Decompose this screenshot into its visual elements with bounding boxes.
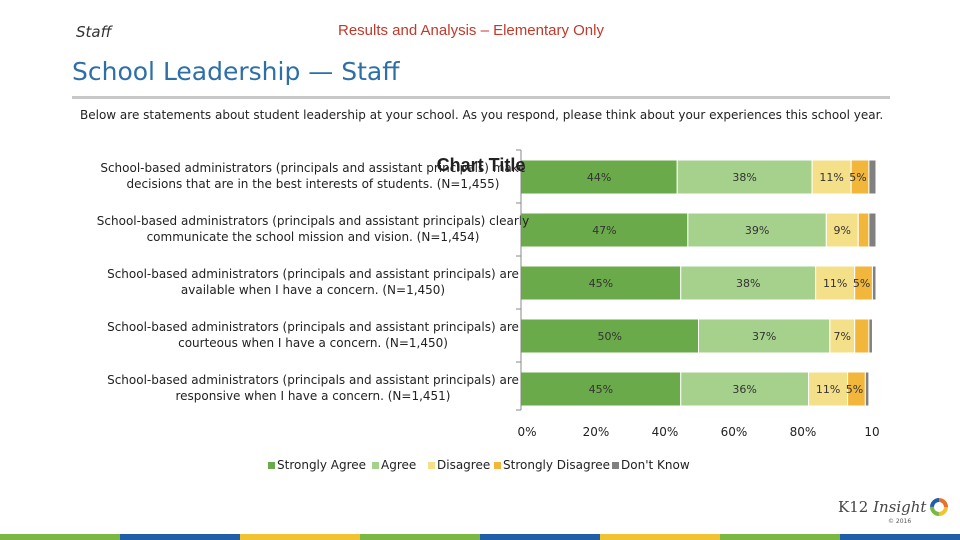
- data-label: 38%: [732, 171, 756, 184]
- category-label: School-based administrators (principals …: [107, 320, 519, 334]
- category-label: School-based administrators (principals …: [100, 161, 525, 175]
- x-tick-label: 0%: [517, 425, 536, 439]
- logo-ring-icon: [930, 498, 949, 516]
- footer-color-stripe: [0, 534, 960, 540]
- data-label: 37%: [752, 330, 776, 343]
- intro-text: Below are statements about student leade…: [80, 108, 884, 122]
- stripe-segment: [0, 534, 120, 540]
- legend-swatch: [494, 462, 501, 469]
- bar-segment: [520, 159, 678, 195]
- legend-label: Disagree: [437, 458, 490, 472]
- stripe-segment: [600, 534, 720, 540]
- bar-segment: [868, 212, 877, 248]
- data-label: 47%: [592, 224, 616, 237]
- data-label: 50%: [598, 330, 622, 343]
- chart-title: Chart Title: [437, 155, 526, 175]
- bar-segment: [680, 371, 810, 407]
- stripe-segment: [720, 534, 840, 540]
- data-label: 11%: [819, 171, 843, 184]
- data-label: 44%: [587, 171, 611, 184]
- x-tick-label: 10: [864, 425, 879, 439]
- legend-swatch: [268, 462, 275, 469]
- bar-segment: [698, 318, 831, 354]
- x-tick-label: 20%: [583, 425, 610, 439]
- legend-label: Agree: [381, 458, 416, 472]
- section-header: Results and Analysis – Elementary Only: [338, 22, 604, 39]
- category-label: courteous when I have a concern. (N=1,45…: [178, 336, 448, 350]
- legend-swatch: [612, 462, 619, 469]
- stripe-segment: [240, 534, 360, 540]
- bar-segment: [857, 212, 870, 248]
- x-tick-label: 40%: [652, 425, 679, 439]
- bar-segment: [520, 371, 682, 407]
- data-label: 5%: [846, 383, 863, 396]
- data-label: 38%: [736, 277, 760, 290]
- data-label: 11%: [823, 277, 847, 290]
- data-label: 7%: [834, 330, 851, 343]
- legend-label: Don't Know: [621, 458, 690, 472]
- legend-swatch: [372, 462, 379, 469]
- staff-label: Staff: [76, 23, 112, 41]
- category-label: responsive when I have a concern. (N=1,4…: [176, 389, 451, 403]
- stripe-segment: [840, 534, 960, 540]
- bar-segment: [864, 371, 870, 407]
- stripe-segment: [120, 534, 240, 540]
- logo-main: K12: [838, 498, 869, 516]
- bar-segment: [680, 265, 817, 301]
- legend-label: Strongly Agree: [277, 458, 366, 472]
- title-divider: [72, 96, 890, 99]
- bar-segment: [808, 371, 849, 407]
- category-label: communicate the school mission and visio…: [147, 230, 480, 244]
- data-label: 45%: [589, 277, 613, 290]
- data-label: 5%: [853, 277, 870, 290]
- bar-segment: [868, 159, 877, 195]
- data-label: 36%: [732, 383, 756, 396]
- category-label: School-based administrators (principals …: [107, 373, 519, 387]
- category-label: School-based administrators (principals …: [97, 214, 529, 228]
- legend-swatch: [428, 462, 435, 469]
- x-tick-label: 80%: [790, 425, 817, 439]
- page-title: School Leadership — Staff: [72, 57, 400, 86]
- category-label: School-based administrators (principals …: [107, 267, 519, 281]
- bar-segment: [854, 318, 870, 354]
- data-label: 5%: [849, 171, 866, 184]
- copyright: © 2016: [888, 518, 912, 525]
- bar-segment: [868, 318, 873, 354]
- stripe-segment: [480, 534, 600, 540]
- bar-segment: [687, 212, 827, 248]
- data-label: 11%: [816, 383, 840, 396]
- x-tick-label: 60%: [721, 425, 748, 439]
- data-label: 9%: [834, 224, 851, 237]
- data-label: 39%: [745, 224, 769, 237]
- stripe-segment: [360, 534, 480, 540]
- data-label: 45%: [589, 383, 613, 396]
- bar-segment: [811, 159, 852, 195]
- bar-segment: [871, 265, 877, 301]
- category-label: decisions that are in the best interests…: [127, 177, 500, 191]
- bar-segment: [520, 212, 689, 248]
- k12-insight-logo: K12 Insight: [838, 497, 949, 517]
- bar-segment: [676, 159, 813, 195]
- legend-label: Strongly Disagree: [503, 458, 610, 472]
- category-label: available when I have a concern. (N=1,45…: [181, 283, 445, 297]
- bar-segment: [520, 318, 699, 354]
- logo-italic: Insight: [873, 498, 927, 516]
